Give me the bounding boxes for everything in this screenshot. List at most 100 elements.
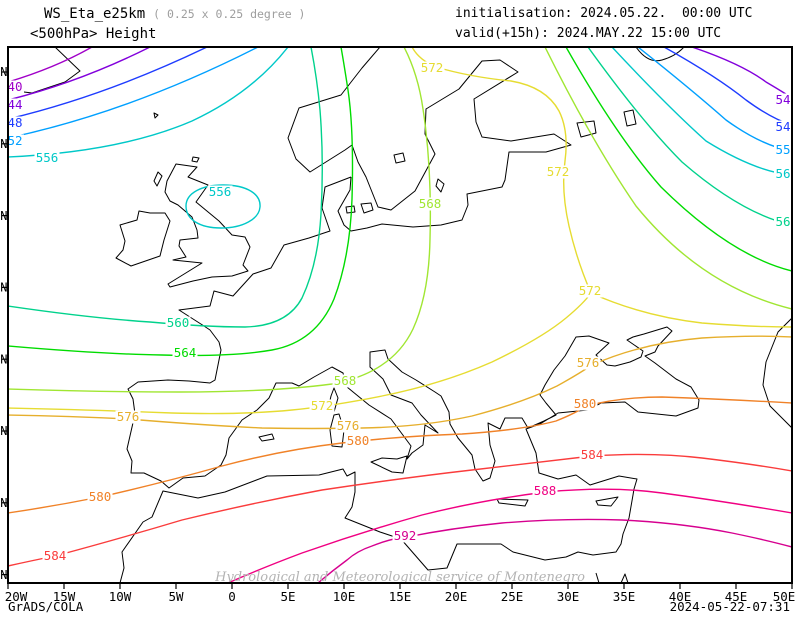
contour-label-552: 55 xyxy=(775,142,790,157)
contour-label-580: 580 xyxy=(574,396,597,411)
contour-label-556: 556 xyxy=(209,184,232,199)
contour-line-576 xyxy=(9,335,791,430)
valid-time: valid(+15h): 2024.MAY.22 15:00 UTC xyxy=(455,26,722,41)
x-axis-label: 50E xyxy=(773,589,796,604)
contour-label-584: 584 xyxy=(44,548,67,563)
x-axis-label: 20E xyxy=(445,589,468,604)
coastline-scandinavia xyxy=(287,48,572,232)
contour-label-576: 576 xyxy=(577,355,600,370)
contour-line-548 xyxy=(9,48,207,120)
contour-label-592: 592 xyxy=(394,528,417,543)
contour-label-552: 52 xyxy=(7,133,22,148)
x-axis-label: 25E xyxy=(501,589,524,604)
contour-label-bg xyxy=(332,374,358,388)
contour-label-572: 572 xyxy=(311,398,334,413)
contour-label-bg xyxy=(115,410,141,424)
coastline-ireland xyxy=(115,210,171,267)
contour-label-bg xyxy=(335,419,361,433)
model-title: WS_Eta_e25km xyxy=(44,6,146,22)
contour-line-588 xyxy=(228,488,791,582)
axes: 20W 15W 10W 5W 0 5E 10E 15E 20E 25E 30E 35E 40E 45E 50… xyxy=(0,65,795,604)
contour-line-544 xyxy=(9,48,150,101)
contour-label-bg xyxy=(172,346,198,360)
contour-label-544: 44 xyxy=(7,97,22,112)
contour-line-560 xyxy=(587,48,791,226)
x-axis-label: 10W xyxy=(109,589,132,604)
contour-label-bg xyxy=(87,490,113,504)
contour-label-bg xyxy=(207,185,233,199)
contour-line-568 xyxy=(9,48,432,393)
contour-line-572 xyxy=(9,292,592,415)
contour-label-572: 572 xyxy=(421,60,444,75)
coastlines xyxy=(9,48,791,582)
contour-label-548: 48 xyxy=(7,115,22,130)
contour-label-556: 556 xyxy=(36,150,59,165)
map-frame xyxy=(7,46,793,584)
contour-label-bg xyxy=(577,284,603,298)
field-title: <500hPa> Height xyxy=(30,26,157,42)
x-axis-label: 10E xyxy=(333,589,356,604)
coastline-lakes xyxy=(393,109,637,164)
contour-label-bg xyxy=(9,80,24,94)
contour-line-580 xyxy=(9,396,791,514)
contour-label-bg xyxy=(417,197,443,211)
contour-label-bg xyxy=(774,167,791,181)
footer-timestamp: 2024-05-22-07:31 xyxy=(669,599,790,614)
contour-label-bg xyxy=(34,151,60,165)
contour-label-bg xyxy=(579,448,605,462)
coastline-whitesea xyxy=(636,48,684,62)
contour-line-592 xyxy=(318,518,791,582)
contour-label-bg xyxy=(419,61,445,75)
contour-label-bg xyxy=(165,316,191,330)
contour-line-548 xyxy=(664,48,791,126)
x-axis-label: 45E xyxy=(725,589,748,604)
x-axis-label: 35E xyxy=(613,589,636,604)
coastline-britain xyxy=(164,163,251,288)
contour-line-556 xyxy=(9,48,289,158)
contour-label-bg xyxy=(9,116,24,130)
footer-grads: GrADS/COLA xyxy=(8,599,84,614)
contour-label-bg xyxy=(532,484,558,498)
resolution-note: ( 0.25 x 0.25 degree ) xyxy=(153,7,306,21)
contour-label-576: 576 xyxy=(337,418,360,433)
y-axis-label: N xyxy=(0,496,7,510)
y-axis-label: N xyxy=(0,209,7,223)
contour-label-bg xyxy=(9,98,24,112)
x-axis-label: 5W xyxy=(168,589,184,604)
x-axis-label: 20W xyxy=(5,589,28,604)
contour-label-548: 54 xyxy=(775,119,790,134)
init-time: initialisation: 2024.05.22. 00:00 UTC xyxy=(455,6,753,21)
x-axis-label: 0 xyxy=(228,589,236,604)
contour-label-572: 572 xyxy=(579,283,602,298)
y-axis-label: N xyxy=(0,281,7,295)
contour-label-bg xyxy=(575,356,601,370)
contour-lines xyxy=(9,48,791,582)
header-line-1: WS_Eta_e25km ( 0.25 x 0.25 degree ) xyxy=(44,6,305,22)
contour-label-bg xyxy=(774,143,791,157)
y-axis-label: N xyxy=(0,65,7,79)
contour-label-bg xyxy=(545,165,571,179)
contour-label-568: 568 xyxy=(419,196,442,211)
contour-label-bg xyxy=(774,93,791,107)
contour-line-564 xyxy=(9,48,354,357)
contour-line-564 xyxy=(565,48,791,272)
contour-line-540 xyxy=(9,48,92,83)
contour-label-540: 40 xyxy=(7,79,22,94)
y-axis-label: N xyxy=(0,137,7,151)
contour-line-556 xyxy=(185,184,261,229)
contour-label-560: 560 xyxy=(167,315,190,330)
contour-label-588: 588 xyxy=(534,483,557,498)
y-axis-label: N xyxy=(0,352,7,366)
x-axis-label: 15E xyxy=(389,589,412,604)
contour-line-552 xyxy=(9,48,258,139)
contour-line-572 xyxy=(590,292,791,328)
x-axis-label: 15W xyxy=(53,589,76,604)
contour-label-544: 54 xyxy=(775,92,790,107)
contour-label-bg xyxy=(572,397,598,411)
coastline-redsea xyxy=(595,572,629,582)
contour-label-572: 572 xyxy=(547,164,570,179)
contour-label-bg xyxy=(345,434,371,448)
